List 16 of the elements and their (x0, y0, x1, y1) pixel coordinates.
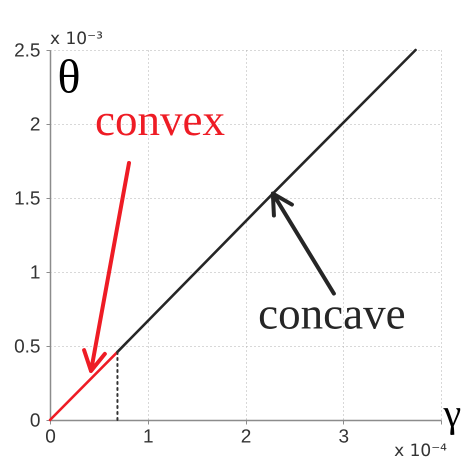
x-tick-label: 1 (142, 426, 154, 448)
x-axis-title: γ (442, 390, 462, 436)
annotation: concave (258, 288, 406, 339)
annotation: convex (95, 95, 225, 145)
y-tick-label: 0.5 (14, 336, 40, 358)
y-axis-title: θ (58, 50, 80, 104)
y-tick-label: 1.5 (14, 188, 40, 210)
text: x 10⁻⁴ (394, 441, 448, 460)
x-tick-label: 0 (45, 426, 56, 448)
text: x 10⁻³ (50, 29, 103, 49)
x-tick-label: 3 (338, 426, 350, 448)
x-tick-label: 2 (240, 426, 252, 448)
y-tick-label: 0 (30, 410, 40, 432)
y-tick-label: 2 (30, 114, 40, 136)
y-tick-label: 1 (30, 262, 40, 284)
y-tick-label: 2.5 (14, 40, 40, 62)
